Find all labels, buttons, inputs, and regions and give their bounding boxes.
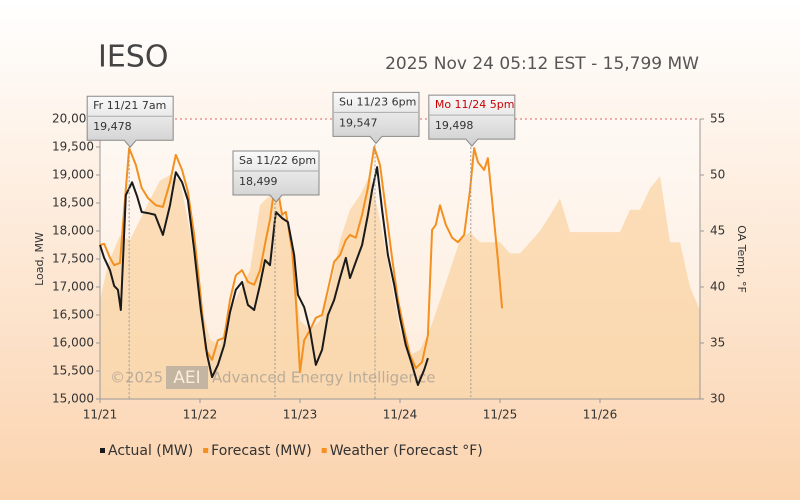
watermark-logo: AEI bbox=[173, 368, 200, 388]
annotation-value: 19,478 bbox=[93, 120, 131, 133]
y-tick-label: 15,500 bbox=[52, 364, 94, 378]
x-tick-label: 11/21 bbox=[83, 408, 118, 422]
y-tick-label: 18,500 bbox=[52, 196, 94, 210]
chart-subtitle: 2025 Nov 24 05:12 EST - 15,799 MW bbox=[385, 54, 699, 74]
series-line bbox=[99, 166, 429, 386]
x-tick-label: 11/24 bbox=[383, 408, 418, 422]
x-tick-label: 11/25 bbox=[483, 408, 518, 422]
annotation-label: Fr 11/21 7am bbox=[93, 99, 166, 112]
y2-axis-label: OA Temp, °F bbox=[735, 225, 748, 293]
x-tick-label: 11/26 bbox=[583, 408, 618, 422]
annotation-value: 18,499 bbox=[239, 175, 278, 188]
annotation-box bbox=[332, 91, 420, 145]
series-line bbox=[99, 146, 504, 374]
y2-tick-label: 40 bbox=[710, 280, 725, 294]
legend-swatch bbox=[203, 448, 209, 453]
watermark-text: Advanced Energy Intelligence bbox=[212, 369, 435, 387]
annotation-value: 19,498 bbox=[435, 119, 474, 132]
legend-swatch bbox=[100, 448, 105, 453]
y2-tick-label: 30 bbox=[710, 392, 725, 406]
y-tick-label: 16,000 bbox=[52, 336, 94, 350]
watermark-year: ©2025 bbox=[110, 369, 163, 387]
annotation-box bbox=[428, 94, 516, 147]
x-tick-label: 11/23 bbox=[283, 408, 318, 422]
weather-area bbox=[100, 175, 700, 399]
legend-swatch bbox=[321, 448, 327, 453]
y-axis-label: Load, MW bbox=[33, 232, 46, 286]
y-tick-label: 16,500 bbox=[52, 308, 94, 322]
legend-label: Actual (MW) bbox=[108, 443, 193, 459]
y-tick-label: 18,000 bbox=[52, 224, 94, 238]
y-tick-label: 19,500 bbox=[52, 140, 94, 154]
annotation-box bbox=[86, 95, 174, 149]
chart-title: IESO bbox=[98, 40, 168, 75]
annotation-label: Sa 11/22 6pm bbox=[239, 154, 316, 167]
watermark-logo-box bbox=[166, 366, 208, 389]
watermark: ©2025 AEI Advanced Energy Intelligence bbox=[110, 366, 435, 389]
y-tick-label: 17,500 bbox=[52, 252, 94, 266]
legend-label: Forecast (MW) bbox=[211, 443, 312, 459]
y-tick-label: 19,000 bbox=[52, 168, 94, 182]
y2-tick-label: 45 bbox=[710, 224, 725, 238]
x-tick-label: 11/22 bbox=[183, 408, 218, 422]
y-tick-label: 20,000 bbox=[52, 112, 94, 126]
y2-tick-label: 55 bbox=[710, 112, 725, 126]
annotation-label: Mo 11/24 5pm bbox=[435, 98, 515, 111]
y2-tick-label: 50 bbox=[710, 168, 725, 182]
annotation-label: Su 11/23 6pm bbox=[339, 95, 416, 108]
legend-label: Weather (Forecast °F) bbox=[330, 443, 483, 459]
annotation-box bbox=[232, 150, 320, 203]
y2-tick-label: 35 bbox=[710, 336, 725, 350]
y-tick-label: 15,000 bbox=[52, 392, 94, 406]
annotation-value: 19,547 bbox=[339, 116, 378, 129]
y-tick-label: 17,000 bbox=[52, 280, 94, 294]
